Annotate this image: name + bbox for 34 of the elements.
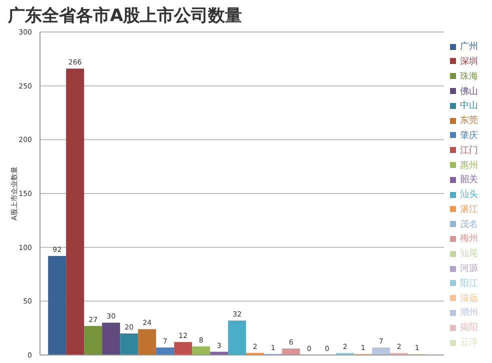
legend-label: 河源 [460,264,478,274]
legend-label: 揭阳 [460,323,478,334]
bar [66,68,84,355]
bar [372,347,390,355]
bar [156,347,174,355]
legend-label: 茂名 [460,220,478,230]
legend-label: 汕头 [460,190,478,200]
legend-label: 江门 [460,146,478,156]
bar [138,329,156,355]
legend-label: 东莞 [460,116,478,126]
legend-label: 汕尾 [460,249,478,260]
legend-label: 中山 [460,101,478,112]
bar [282,348,300,355]
bar [48,256,66,355]
chart-title: 广东全省各市A股上市公司数量 [8,5,242,27]
legend-label: 惠州 [460,160,478,170]
legend-label: 佛山 [460,86,478,97]
bar [228,320,246,355]
legend-label: 潮州 [460,308,478,318]
bar [102,322,120,355]
legend-label: 阳江 [460,278,478,289]
bar [84,326,102,355]
bar [174,342,192,355]
legend-label: 湛江 [460,204,478,215]
legend-label: 梅州 [460,234,478,244]
bar [192,346,210,355]
bar [120,333,138,355]
legend-label: 云浮 [460,338,478,348]
legend-label: 深圳 [460,56,478,67]
legend-label: 广州 [460,42,478,52]
legend-label: 肇庆 [460,130,478,141]
legend-label: 韶关 [460,175,478,186]
legend-label: 珠海 [460,72,478,82]
legend-label: 清远 [460,294,478,304]
